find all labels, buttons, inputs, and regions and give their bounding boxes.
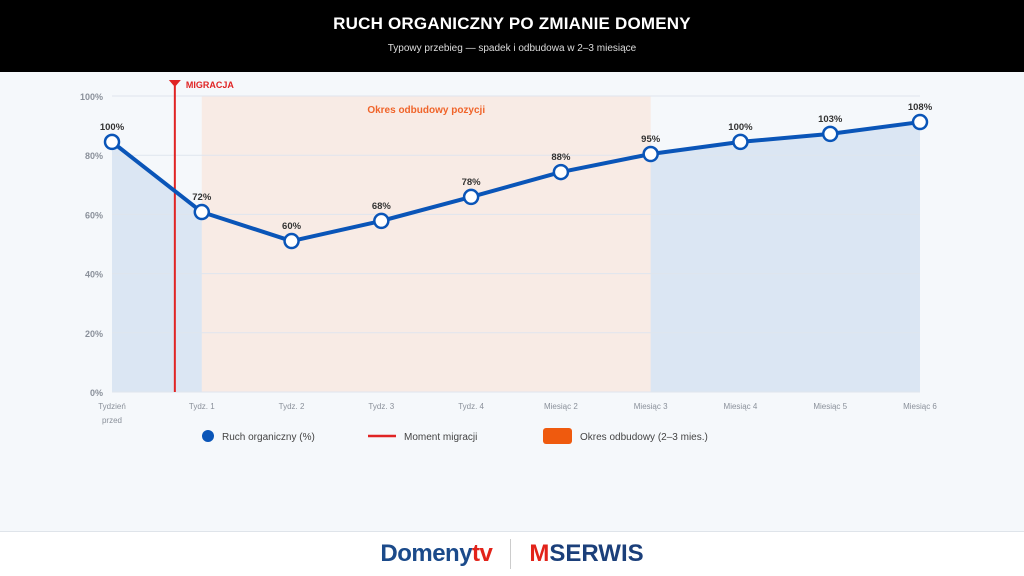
x-tick-label: Miesiąc 6 (903, 402, 937, 411)
recovery-band (201, 96, 651, 392)
data-point (552, 163, 570, 181)
header: RUCH ORGANICZNY PO ZMIANIE DOMENY Typowy… (0, 0, 1024, 72)
data-label: 100% (100, 122, 125, 133)
migration-label: MIGRACJA (186, 80, 235, 90)
mserwis-logo: MSERWIS (529, 540, 644, 567)
data-label: 108% (908, 102, 933, 113)
x-tick-label: Tydzień (98, 402, 126, 411)
x-tick-label: Miesiąc 3 (634, 402, 668, 411)
data-point (283, 232, 300, 250)
x-tick-label: Tydz. 1 (189, 402, 215, 411)
x-tick-label: przed (102, 416, 122, 425)
footer: Domenytv MSERWIS (0, 531, 1024, 576)
data-point (193, 203, 211, 221)
y-tick-label: 0% (90, 388, 103, 398)
migration-marker-icon (168, 80, 181, 87)
x-tick-label: Miesiąc 2 (544, 402, 578, 411)
data-point (373, 212, 390, 230)
recovery-band-label: Okres odbudowy pozycji (367, 105, 485, 116)
x-tick-label: Miesiąc 4 (724, 402, 758, 411)
data-label: 68% (372, 201, 392, 212)
x-tick-label: Tydz. 4 (458, 402, 484, 411)
data-label: 103% (818, 114, 843, 125)
x-tick-label: Tydz. 2 (279, 402, 305, 411)
data-point (732, 133, 749, 151)
y-tick-label: 80% (85, 151, 103, 161)
y-tick-label: 100% (80, 92, 103, 102)
y-tick-label: 60% (85, 210, 103, 220)
data-label: 78% (462, 177, 482, 188)
data-point (103, 133, 121, 151)
data-label: 60% (282, 221, 302, 232)
legend-swatch-icon (543, 428, 572, 444)
legend-label: Moment migracji (404, 432, 477, 443)
x-tick-label: Tydz. 3 (368, 402, 394, 411)
x-tick-label: Miesiąc 5 (813, 402, 847, 411)
legend-label: Okres odbudowy (2–3 mies.) (580, 432, 708, 443)
data-point (642, 145, 659, 163)
legend-dot-icon (202, 430, 214, 442)
data-point (911, 113, 929, 131)
data-label: 100% (728, 122, 753, 133)
data-label: 95% (641, 134, 661, 145)
data-point (821, 125, 839, 143)
data-label: 72% (192, 192, 212, 203)
chart: Okres odbudowy pozycji 0% 20% 40% 60% 80% 100%… (0, 72, 1024, 531)
y-tick-label: 20% (85, 329, 103, 339)
series-line (110, 120, 921, 244)
data-label: 88% (551, 152, 571, 163)
divider (510, 539, 512, 569)
page-subtitle: Typowy przebieg — spadek i odbudowa w 2–… (387, 43, 637, 54)
legend-label: Ruch organiczny (%) (222, 432, 315, 443)
page-title: RUCH ORGANICZNY PO ZMIANIE DOMENY (333, 14, 691, 33)
data-point (462, 188, 480, 206)
domeny-tv-logo: Domenytv (380, 540, 493, 567)
y-tick-label: 40% (85, 270, 103, 280)
